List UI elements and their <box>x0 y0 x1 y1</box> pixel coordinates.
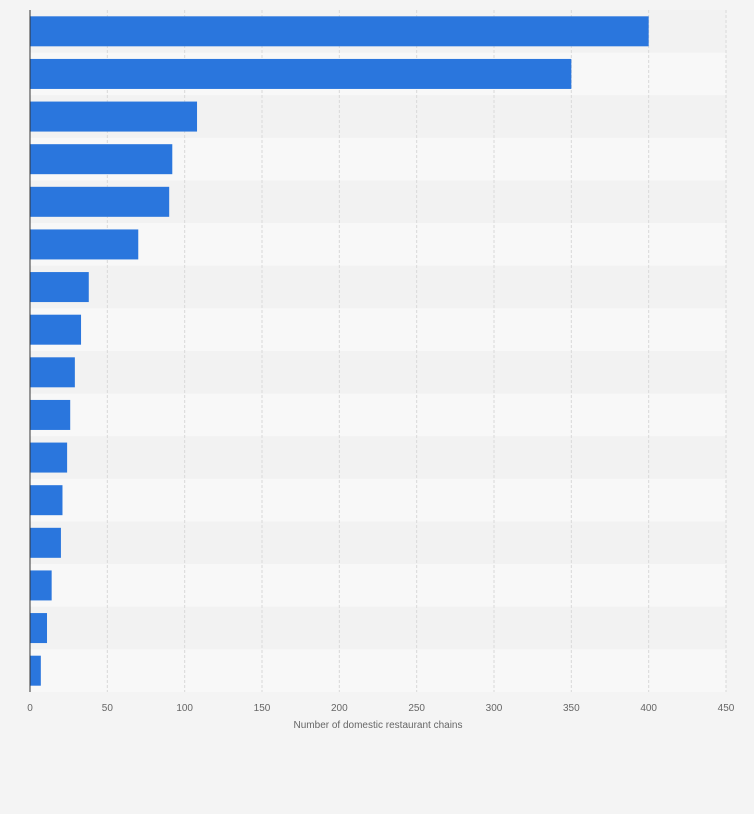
row-band <box>30 351 726 394</box>
gridlines <box>106 10 727 692</box>
x-tick-label: 50 <box>102 703 114 714</box>
x-tick-label: 300 <box>486 703 503 714</box>
row-band <box>30 308 726 351</box>
x-axis-title: Number of domestic restaurant chains <box>294 720 463 731</box>
row-band <box>30 478 726 522</box>
row-band <box>30 521 726 565</box>
bar <box>30 16 649 47</box>
x-tick-label: 350 <box>563 703 580 714</box>
bar <box>30 314 82 345</box>
x-tick-label: 400 <box>640 703 657 714</box>
row-band <box>30 606 726 650</box>
bars <box>30 16 649 686</box>
bar <box>30 357 75 388</box>
x-tick-label: 100 <box>176 703 193 714</box>
bar <box>30 229 139 260</box>
bar <box>30 58 572 89</box>
row-band <box>30 436 726 479</box>
bar <box>30 272 89 303</box>
x-tick-label: 150 <box>254 703 271 714</box>
bar <box>30 485 63 516</box>
row-band <box>30 223 726 266</box>
bar <box>30 655 41 686</box>
bar <box>30 101 198 132</box>
row-band <box>30 649 726 692</box>
bar <box>30 570 52 601</box>
bar <box>30 442 68 473</box>
row-band <box>30 393 726 437</box>
bar <box>30 399 71 430</box>
row-band <box>30 265 726 309</box>
x-tick-label: 0 <box>27 703 33 714</box>
x-axis-ticks: 0 50 100 150 200 250 300 350 400 450 <box>27 703 735 714</box>
x-tick-label: 200 <box>331 703 348 714</box>
row-band <box>30 564 726 607</box>
bar <box>30 527 61 558</box>
bar <box>30 613 48 644</box>
x-tick-label: 450 <box>718 703 735 714</box>
bar <box>30 186 170 217</box>
x-tick-label: 250 <box>408 703 425 714</box>
bar <box>30 144 173 175</box>
